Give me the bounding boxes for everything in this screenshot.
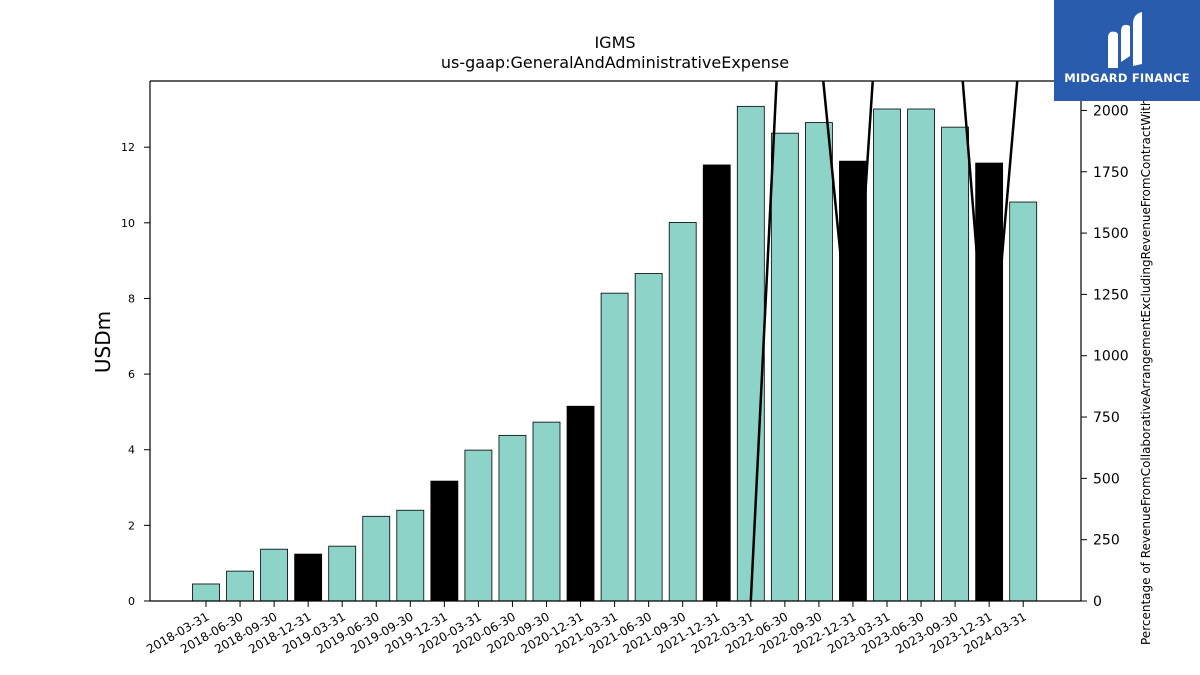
y-tick-label: 6	[128, 368, 135, 381]
bar	[192, 583, 220, 602]
y2-tick-label: 1500	[1093, 226, 1129, 242]
chart-title: IGMS	[594, 33, 635, 52]
y-tick-label: 12	[121, 141, 135, 154]
logo-mark-icon	[1108, 12, 1142, 69]
midgard-finance-logo: MIDGARD FINANCE	[1054, 0, 1200, 101]
bar	[260, 548, 289, 602]
bar	[907, 108, 935, 602]
y-tick-label: 2	[128, 519, 135, 532]
bar	[464, 449, 493, 602]
bar	[702, 164, 731, 602]
bar	[328, 545, 357, 602]
y-tick-label: 8	[128, 292, 135, 305]
chart-subtitle: us-gaap:GeneralAndAdministrativeExpense	[441, 53, 789, 72]
bar	[566, 405, 595, 602]
bar	[805, 122, 833, 602]
bar	[975, 162, 1004, 602]
y2-tick-label: 1000	[1093, 349, 1129, 365]
bar	[362, 515, 391, 602]
y2-tick-label: 500	[1093, 471, 1120, 487]
series-line	[749, 81, 1019, 601]
bar	[226, 570, 254, 602]
y2-tick-label: 0	[1093, 594, 1102, 610]
line-layer	[749, 81, 1019, 601]
bar	[600, 292, 629, 602]
y2-tick-label: 1750	[1093, 165, 1129, 181]
bar	[532, 421, 561, 602]
bar	[294, 553, 323, 602]
bars-layer	[192, 105, 1038, 602]
bar	[736, 105, 765, 602]
y2-tick-label: 2000	[1093, 103, 1129, 119]
bar	[941, 126, 969, 602]
bar	[668, 222, 697, 602]
y2-tick-label: 750	[1093, 410, 1120, 426]
y2-tick-label: 1250	[1093, 287, 1129, 303]
bar	[498, 434, 527, 602]
y-tick-label: 0	[128, 595, 135, 608]
y-axis-label: USDm	[91, 311, 115, 373]
bar	[1009, 201, 1038, 602]
bar	[634, 273, 663, 602]
bar	[430, 480, 459, 602]
y2-tick-label: 250	[1093, 533, 1120, 549]
bar	[770, 132, 799, 602]
logo-text: MIDGARD FINANCE	[1064, 71, 1190, 85]
y2-axis-label: Percentage of RevenueFromCollaborativeAr…	[1139, 99, 1153, 645]
y-tick-label: 10	[121, 217, 135, 230]
y-tick-label: 4	[128, 444, 135, 457]
bar	[396, 509, 425, 602]
bar	[873, 108, 901, 602]
